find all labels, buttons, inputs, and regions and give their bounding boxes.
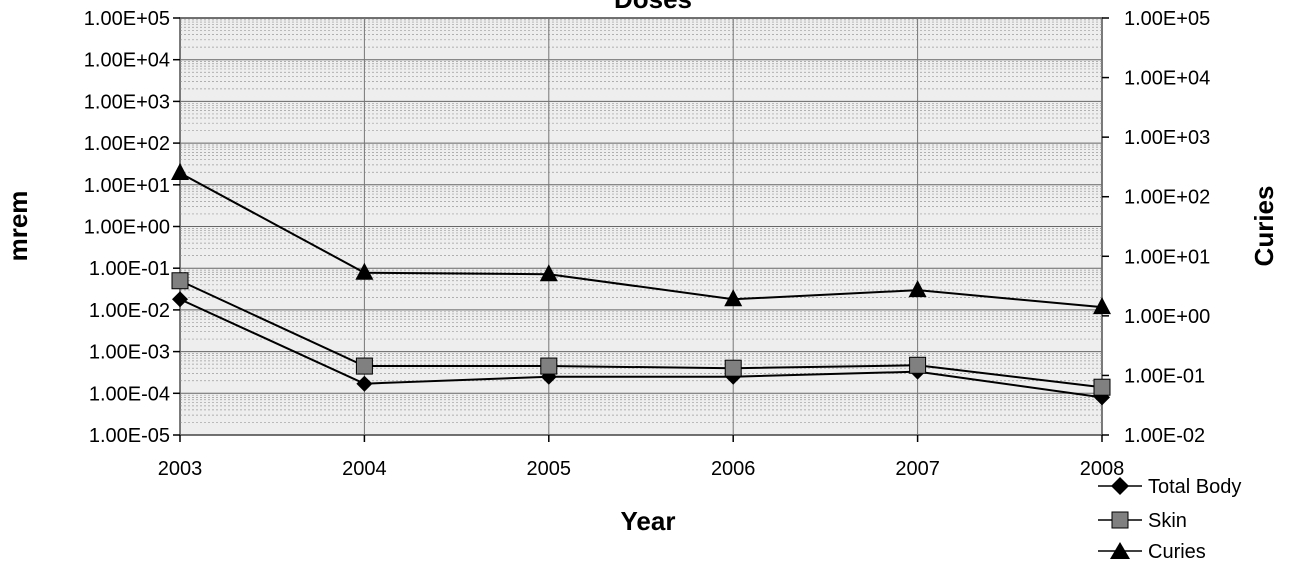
data-point-skin xyxy=(724,359,742,377)
x-tick-label: 2008 xyxy=(1080,458,1125,480)
x-tick-label: 2005 xyxy=(527,458,572,480)
legend-label-curies: Curies xyxy=(1148,541,1206,563)
y-tick-label: 1.00E+03 xyxy=(84,91,170,113)
y-tick-label: 1.00E-01 xyxy=(89,258,170,280)
legend-marker-total-body xyxy=(1111,477,1129,495)
x-tick-label: 2003 xyxy=(158,458,203,480)
y2-tick-label: 1.00E-02 xyxy=(1124,425,1205,447)
y2-tick-label: 1.00E+05 xyxy=(1124,8,1210,30)
legend-label-skin: Skin xyxy=(1148,510,1187,532)
data-point-curies xyxy=(724,289,743,307)
y2-tick-label: 1.00E+02 xyxy=(1124,187,1210,209)
x-tick-label: 2006 xyxy=(711,458,756,480)
data-point-skin xyxy=(909,356,927,374)
data-point-curies xyxy=(355,262,374,280)
series-line-curies xyxy=(179,172,1103,309)
y-axis-title: mrem xyxy=(3,191,33,262)
legend: Total Body Skin Curies xyxy=(1098,476,1241,563)
y-tick-label: 1.00E-03 xyxy=(89,342,170,364)
y2-axis-title: Curies xyxy=(1249,186,1279,267)
axes: 1.00E+05 1.00E+04 1.00E+03 1.00E+02 1.00E+01… xyxy=(84,8,1210,480)
data-point-curies xyxy=(1093,297,1111,315)
y2-tick-label: 1.00E+00 xyxy=(1124,306,1210,328)
x-tick-label: 2004 xyxy=(342,458,387,480)
data-point-skin xyxy=(171,272,189,290)
legend-marker-skin xyxy=(1111,511,1129,529)
data-point-skin xyxy=(540,357,558,375)
series-line-total-body xyxy=(179,298,1103,399)
y-tick-label: 1.00E+00 xyxy=(84,217,170,239)
y-tick-label: 1.00E+02 xyxy=(84,133,170,155)
series-layer xyxy=(171,163,1111,406)
x-axis-title: Year xyxy=(621,506,676,536)
data-point-curies xyxy=(171,163,189,181)
y-tick-label: 1.00E+05 xyxy=(84,8,170,30)
data-point-curies xyxy=(908,280,927,298)
y2-tick-label: 1.00E+04 xyxy=(1124,68,1210,90)
data-point-total-body xyxy=(356,375,373,392)
legend-label-total-body: Total Body xyxy=(1148,476,1241,498)
legend-marker-curies xyxy=(1110,542,1130,559)
y-tick-label: 1.00E-05 xyxy=(89,425,170,447)
y-tick-label: 1.00E-04 xyxy=(89,383,170,405)
data-point-skin xyxy=(1093,378,1111,396)
data-point-curies xyxy=(539,264,558,282)
data-point-skin xyxy=(355,357,373,375)
y-tick-label: 1.00E-02 xyxy=(89,300,170,322)
y2-tick-label: 1.00E-01 xyxy=(1124,365,1205,387)
data-point-total-body xyxy=(172,291,188,308)
y2-tick-label: 1.00E+03 xyxy=(1124,127,1210,149)
y-tick-label: 1.00E+04 xyxy=(84,50,170,72)
grid xyxy=(179,17,1103,436)
y2-tick-label: 1.00E+01 xyxy=(1124,246,1210,268)
chart-title: Doses xyxy=(614,0,692,14)
y-tick-label: 1.00E+01 xyxy=(84,175,170,197)
series-line-skin xyxy=(179,279,1103,389)
x-tick-label: 2007 xyxy=(895,458,940,480)
